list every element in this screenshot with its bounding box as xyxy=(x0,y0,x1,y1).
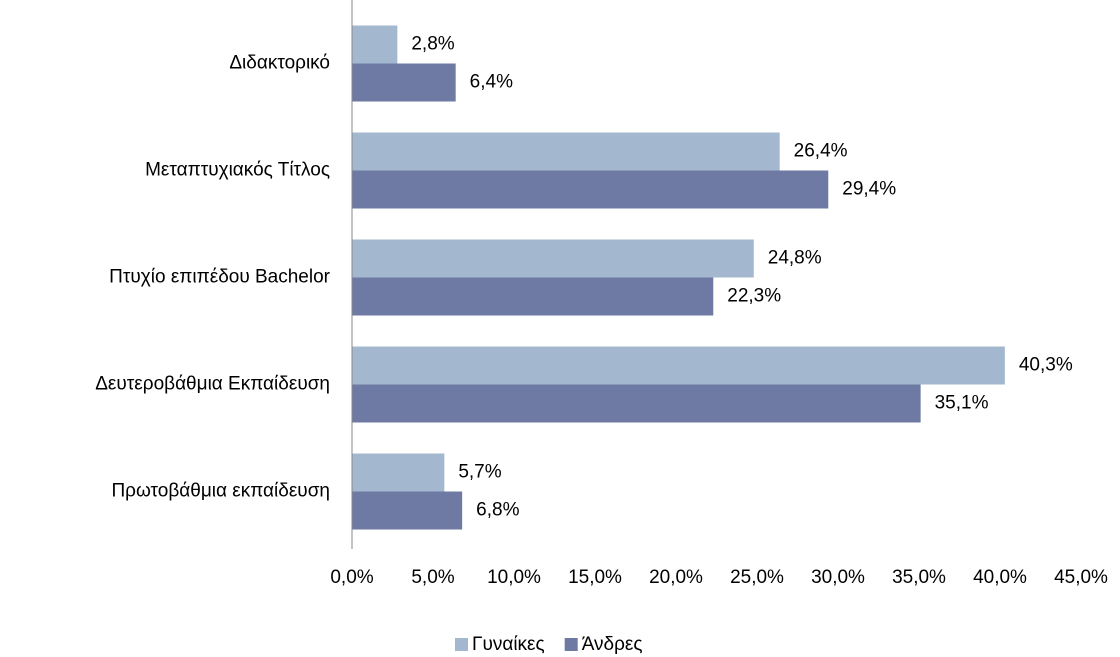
x-tick-label: 15,0% xyxy=(568,567,622,588)
x-tick-label: 0,0% xyxy=(330,567,373,588)
bar xyxy=(352,170,829,209)
x-tick-label: 5,0% xyxy=(411,567,454,588)
legend-swatch xyxy=(564,638,578,651)
bar xyxy=(352,25,398,64)
y-tick-label: Πτυχίο επιπέδου Bachelor xyxy=(109,267,331,288)
bar xyxy=(352,384,921,423)
value-label: 22,3% xyxy=(727,286,781,307)
value-label: 26,4% xyxy=(794,141,848,162)
y-tick-label: Διδακτορικό xyxy=(229,53,330,74)
x-tick-label: 40,0% xyxy=(973,567,1027,588)
bar xyxy=(352,346,1005,385)
bar xyxy=(352,132,780,171)
value-label: 6,4% xyxy=(470,72,513,93)
x-tick-label: 20,0% xyxy=(649,567,703,588)
x-tick-label: 30,0% xyxy=(811,567,865,588)
value-label: 5,7% xyxy=(458,462,501,483)
legend-label: Γυναίκες xyxy=(472,634,545,655)
x-tick-label: 10,0% xyxy=(487,567,541,588)
bar xyxy=(352,491,463,530)
y-tick-label: Πρωτοβάθμια εκπαίδευση xyxy=(111,481,330,502)
bar xyxy=(352,453,445,492)
legend-label: Άνδρες xyxy=(582,634,643,655)
x-tick-label: 25,0% xyxy=(730,567,784,588)
y-tick-label: Μεταπτυχιακός Τίτλος xyxy=(145,160,330,181)
value-label: 6,8% xyxy=(476,500,519,521)
bar xyxy=(352,239,754,278)
x-tick-label: 35,0% xyxy=(892,567,946,588)
bar xyxy=(352,63,456,102)
value-label: 40,3% xyxy=(1019,355,1073,376)
x-tick-label: 45,0% xyxy=(1054,567,1108,588)
bar xyxy=(352,277,714,316)
value-label: 29,4% xyxy=(842,179,896,200)
value-label: 24,8% xyxy=(768,248,822,269)
value-label: 35,1% xyxy=(935,393,989,414)
value-label: 2,8% xyxy=(411,34,454,55)
y-tick-label: Δευτεροβάθμια Εκπαίδευση xyxy=(95,374,330,395)
legend-swatch xyxy=(455,638,468,651)
